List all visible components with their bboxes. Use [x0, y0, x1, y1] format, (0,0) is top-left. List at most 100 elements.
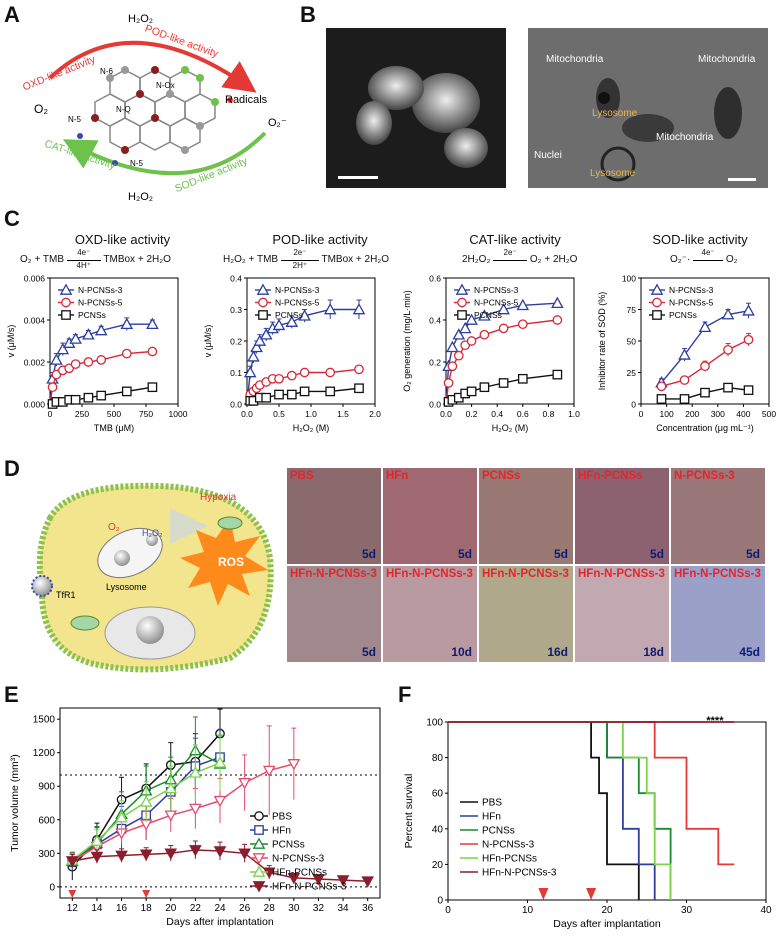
y-tick-label: 50 — [627, 337, 637, 347]
c1-title: OXD-like activity — [74, 232, 171, 247]
schematic-h2o2-label: H₂O₂ — [142, 528, 163, 538]
y-tick-label: 300 — [38, 849, 55, 860]
y-tick-label: 0.0 — [230, 400, 242, 410]
data-point — [147, 346, 158, 357]
y-tick-label: 80 — [432, 753, 444, 764]
legend-label: N-PCNSs-3 — [669, 285, 714, 295]
series-N-PCNSs-5 — [443, 315, 563, 405]
n6-label: N-6 — [100, 67, 113, 76]
scale-bar — [338, 176, 378, 179]
y-axis-label: Tumor volume (mm³) — [9, 754, 21, 852]
sod-chart: 0 100 200 300 400 500 0 25 50 75 100 Concentration … — [597, 274, 776, 434]
x-tick-label: 28 — [264, 903, 276, 914]
data-point — [121, 348, 132, 359]
enzyme-activity-diagram: H₂O₂ H₂O₂ O₂ O₂⁻ Radicals OXD-like activ… — [21, 13, 287, 203]
survival-curve-PBS — [448, 721, 640, 900]
data-point — [679, 394, 690, 404]
x-tick-label: 40 — [760, 905, 772, 916]
legend-label: N-PCNSs-3 — [474, 285, 519, 295]
y-tick-label: 20 — [432, 860, 444, 871]
o2-label: O₂ — [34, 102, 48, 116]
legend-label: PBS — [272, 812, 292, 823]
y-tick-label: 60 — [432, 789, 444, 800]
data-point — [312, 874, 325, 886]
y-tick-label: 75 — [627, 305, 637, 315]
data-point — [287, 759, 301, 771]
x-tick-label: 400 — [736, 409, 750, 419]
data-point — [238, 848, 251, 860]
data-point — [458, 321, 472, 334]
y-tick-label: 1200 — [33, 748, 56, 759]
cat-label: CAT-like activity — [43, 138, 118, 172]
y-tick-label: 0.000 — [24, 400, 46, 410]
legend-label: PCNSs — [474, 310, 502, 320]
x-tick-label: 36 — [362, 903, 374, 914]
legend-marker — [256, 283, 270, 295]
data-point — [517, 319, 528, 330]
legend-label: HFn-PCNSs — [272, 868, 327, 879]
legend-label: N-PCNSs-5 — [474, 298, 519, 308]
panel-letter-d: D — [4, 456, 20, 481]
y-axis-label: v (μM/s) — [6, 325, 16, 358]
series-N-PCNSs-5 — [245, 364, 364, 405]
x-tick-label: 2.0 — [369, 409, 381, 419]
x-tick-label: 16 — [116, 903, 128, 914]
c4-equation: O₂⁻· 4e⁻ O₂ — [670, 247, 738, 265]
x-tick-label: 1.0 — [568, 409, 580, 419]
data-point — [325, 386, 336, 397]
data-point — [82, 328, 95, 340]
legend-label: PCNSs — [78, 310, 106, 320]
series-N-PCNSs-3 — [46, 317, 159, 405]
data-point — [250, 340, 263, 353]
data-point — [287, 873, 301, 885]
legend-label: HFn-N-PCNSs-3 — [272, 882, 347, 893]
data-point — [262, 765, 276, 778]
data-point — [286, 389, 297, 400]
c1-equation: O₂ + TMB 4e⁻ 4H⁺ TMBox + 2H₂O — [20, 247, 171, 270]
y-tick-label: 1500 — [33, 715, 56, 726]
cat-chart: 0.0 0.2 0.4 0.6 0.8 1.0 0.0 0.2 0.4 0.6 H₂O₂ (M) O₂… — [402, 274, 580, 434]
panel-letter-f: F — [398, 682, 412, 707]
data-point — [146, 317, 159, 330]
data-point — [189, 845, 202, 857]
data-point — [551, 296, 564, 309]
data-point — [552, 369, 563, 380]
y-axis-label: Inhibitor rate of SOD (%) — [597, 292, 607, 391]
pod-chart: 0.0 0.5 1.0 1.5 2.0 0.0 0.1 0.2 0.3 0.4 H₂O₂ (M) v … — [203, 274, 381, 434]
series-PCNSs — [443, 369, 563, 407]
x-tick-label: 0.4 — [491, 409, 503, 419]
y-tick-label: 0 — [631, 400, 636, 410]
x-tick-label: 500 — [762, 409, 776, 419]
data-point — [723, 382, 733, 393]
legend-marker — [457, 310, 467, 320]
y-tick-label: 0.4 — [429, 316, 441, 326]
ros-burst — [180, 518, 268, 606]
photo-hfn-5d: HFn 5d — [383, 468, 477, 564]
data-point — [479, 329, 490, 340]
x-tick-label: 0.0 — [440, 409, 452, 419]
x-tick-label: 24 — [214, 903, 226, 914]
data-point — [325, 367, 336, 378]
x-tick-label: 10 — [522, 905, 534, 916]
c4-title: SOD-like activity — [652, 232, 748, 247]
legend-marker — [61, 310, 71, 320]
legend-marker — [258, 310, 268, 320]
c2-title: POD-like activity — [272, 232, 368, 247]
y-tick-label: 0.006 — [24, 274, 46, 284]
data-point — [189, 766, 202, 778]
n5-bottom-label: N-5 — [130, 159, 143, 168]
data-point — [698, 320, 712, 332]
panel-letter-a: A — [4, 2, 20, 27]
legend-label: PCNSs — [482, 826, 515, 837]
data-point — [498, 378, 509, 388]
legend-marker — [258, 297, 268, 308]
legend-marker — [254, 811, 264, 821]
data-point — [700, 361, 710, 372]
data-point — [742, 304, 755, 316]
data-point — [361, 876, 374, 888]
legend-marker — [457, 297, 467, 308]
legend-marker — [650, 283, 664, 295]
x-tick-label: 500 — [107, 409, 121, 419]
green-arc-arrow — [62, 131, 267, 176]
y-tick-label: 0.0 — [429, 400, 441, 410]
